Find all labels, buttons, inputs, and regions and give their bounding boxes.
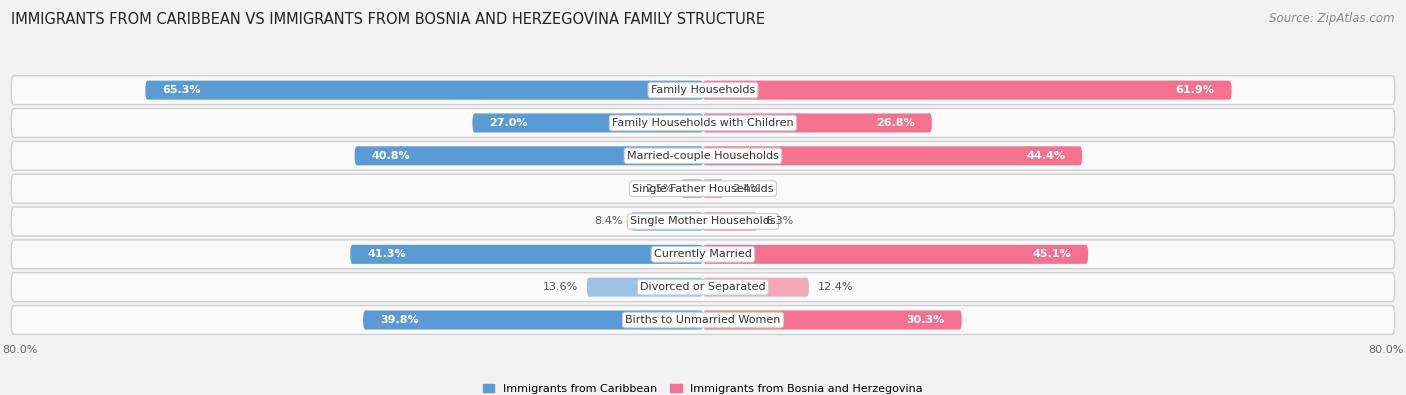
FancyBboxPatch shape: [703, 81, 1232, 100]
FancyBboxPatch shape: [11, 141, 1395, 170]
Text: 41.3%: 41.3%: [367, 249, 406, 260]
FancyBboxPatch shape: [472, 113, 703, 132]
FancyBboxPatch shape: [363, 310, 703, 329]
FancyBboxPatch shape: [586, 278, 703, 297]
FancyBboxPatch shape: [703, 212, 756, 231]
Text: Births to Unmarried Women: Births to Unmarried Women: [626, 315, 780, 325]
FancyBboxPatch shape: [703, 113, 932, 132]
FancyBboxPatch shape: [11, 306, 1395, 335]
FancyBboxPatch shape: [11, 174, 1395, 203]
Text: 61.9%: 61.9%: [1175, 85, 1215, 95]
Text: 39.8%: 39.8%: [380, 315, 419, 325]
FancyBboxPatch shape: [703, 146, 1083, 166]
Text: Single Mother Households: Single Mother Households: [630, 216, 776, 226]
FancyBboxPatch shape: [703, 310, 962, 329]
Text: 2.5%: 2.5%: [645, 184, 673, 194]
FancyBboxPatch shape: [11, 240, 1395, 269]
FancyBboxPatch shape: [354, 146, 703, 166]
Text: 12.4%: 12.4%: [817, 282, 853, 292]
Text: 45.1%: 45.1%: [1032, 249, 1071, 260]
FancyBboxPatch shape: [11, 109, 1395, 137]
FancyBboxPatch shape: [11, 76, 1395, 105]
Text: Married-couple Households: Married-couple Households: [627, 151, 779, 161]
Text: 2.4%: 2.4%: [733, 184, 761, 194]
FancyBboxPatch shape: [350, 245, 703, 264]
Text: 26.8%: 26.8%: [876, 118, 915, 128]
Text: Currently Married: Currently Married: [654, 249, 752, 260]
FancyBboxPatch shape: [682, 179, 703, 198]
Text: Single Father Households: Single Father Households: [633, 184, 773, 194]
Text: IMMIGRANTS FROM CARIBBEAN VS IMMIGRANTS FROM BOSNIA AND HERZEGOVINA FAMILY STRUC: IMMIGRANTS FROM CARIBBEAN VS IMMIGRANTS …: [11, 12, 765, 27]
Text: 44.4%: 44.4%: [1026, 151, 1066, 161]
Text: Family Households with Children: Family Households with Children: [612, 118, 794, 128]
Text: 6.3%: 6.3%: [765, 216, 793, 226]
FancyBboxPatch shape: [11, 273, 1395, 302]
FancyBboxPatch shape: [703, 278, 808, 297]
Text: Source: ZipAtlas.com: Source: ZipAtlas.com: [1270, 12, 1395, 25]
FancyBboxPatch shape: [703, 245, 1088, 264]
Text: 65.3%: 65.3%: [163, 85, 201, 95]
Text: 13.6%: 13.6%: [543, 282, 578, 292]
Text: 27.0%: 27.0%: [489, 118, 529, 128]
FancyBboxPatch shape: [145, 81, 703, 100]
Text: 40.8%: 40.8%: [371, 151, 411, 161]
Text: 8.4%: 8.4%: [595, 216, 623, 226]
Text: 30.3%: 30.3%: [907, 315, 945, 325]
FancyBboxPatch shape: [11, 207, 1395, 236]
Text: Divorced or Separated: Divorced or Separated: [640, 282, 766, 292]
FancyBboxPatch shape: [631, 212, 703, 231]
Legend: Immigrants from Caribbean, Immigrants from Bosnia and Herzegovina: Immigrants from Caribbean, Immigrants fr…: [482, 384, 924, 394]
FancyBboxPatch shape: [703, 179, 724, 198]
Text: Family Households: Family Households: [651, 85, 755, 95]
